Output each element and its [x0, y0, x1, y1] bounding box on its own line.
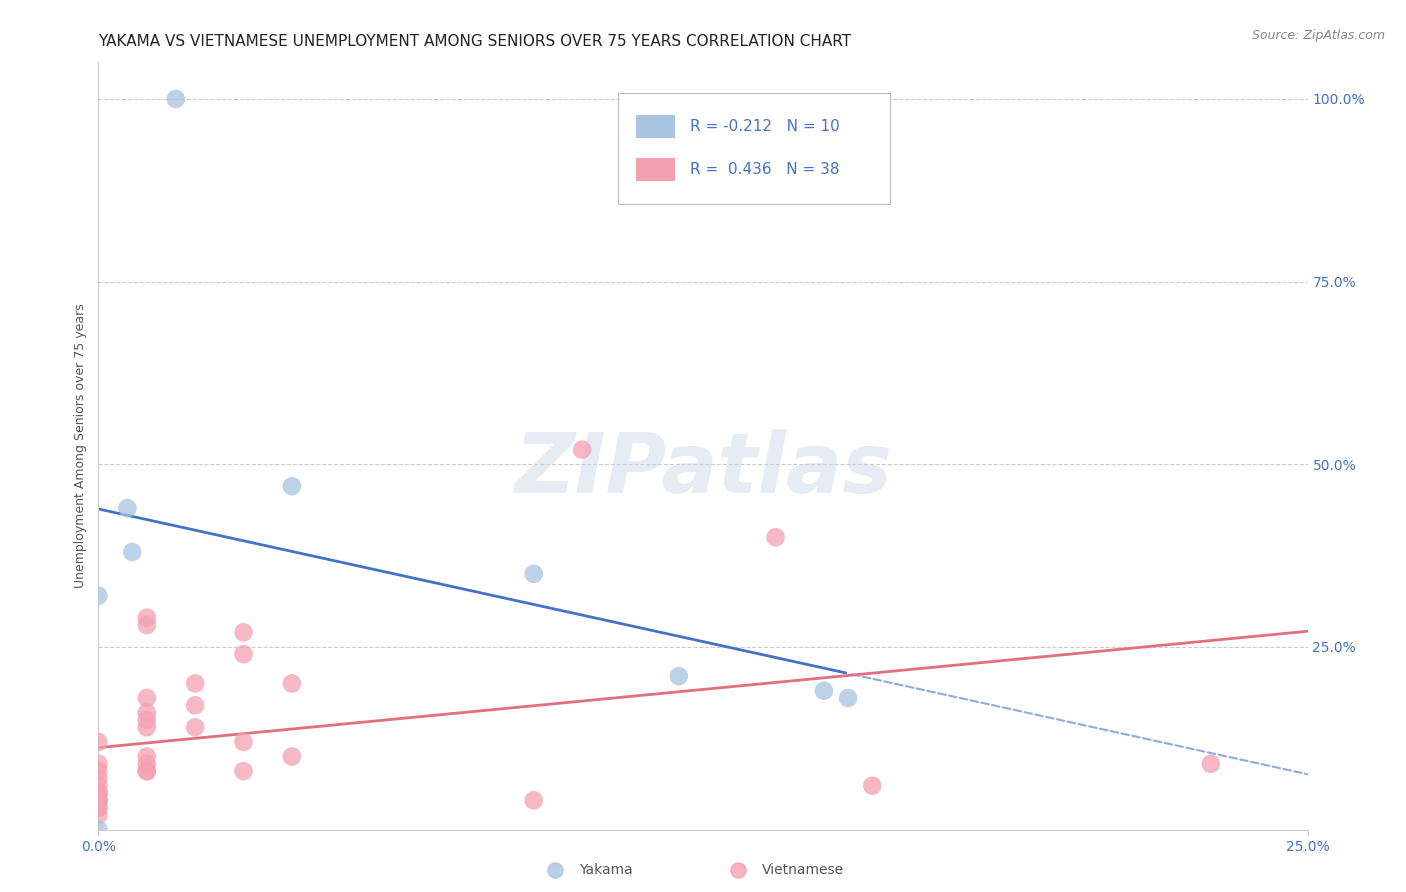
Point — [281, 479, 304, 493]
Point — [813, 683, 835, 698]
Point — [184, 720, 207, 734]
Point — [281, 676, 304, 690]
Point — [571, 442, 593, 457]
Point — [135, 610, 157, 624]
Point — [87, 793, 110, 807]
Point — [135, 764, 157, 778]
Text: YAKAMA VS VIETNAMESE UNEMPLOYMENT AMONG SENIORS OVER 75 YEARS CORRELATION CHART: YAKAMA VS VIETNAMESE UNEMPLOYMENT AMONG … — [98, 34, 852, 49]
Text: Yakama: Yakama — [579, 863, 633, 877]
Point — [135, 618, 157, 632]
Point — [135, 713, 157, 727]
Point — [87, 589, 110, 603]
Point — [87, 772, 110, 786]
Point — [184, 698, 207, 713]
Point — [232, 647, 254, 661]
Point — [1199, 756, 1222, 771]
Point — [87, 793, 110, 807]
Text: ZIPatlas: ZIPatlas — [515, 428, 891, 509]
Point — [87, 786, 110, 800]
Point — [765, 530, 787, 544]
Point — [87, 800, 110, 814]
Text: R =  0.436   N = 38: R = 0.436 N = 38 — [690, 162, 839, 178]
Point — [87, 786, 110, 800]
Point — [87, 764, 110, 778]
FancyBboxPatch shape — [637, 158, 675, 181]
Point — [135, 720, 157, 734]
Point — [523, 566, 546, 581]
Point — [135, 691, 157, 706]
Point — [87, 779, 110, 793]
Point — [135, 706, 157, 720]
Point — [232, 764, 254, 778]
Point — [860, 779, 883, 793]
Text: Vietnamese: Vietnamese — [762, 863, 844, 877]
Point — [87, 756, 110, 771]
Point — [87, 735, 110, 749]
Point — [281, 749, 304, 764]
Point — [232, 625, 254, 640]
Point — [121, 545, 143, 559]
Point — [232, 735, 254, 749]
Point — [135, 756, 157, 771]
Text: R = -0.212   N = 10: R = -0.212 N = 10 — [690, 119, 839, 134]
Point — [87, 808, 110, 822]
Point — [117, 501, 139, 516]
Point — [837, 691, 859, 706]
Y-axis label: Unemployment Among Seniors over 75 years: Unemployment Among Seniors over 75 years — [75, 303, 87, 589]
Point — [87, 822, 110, 837]
FancyBboxPatch shape — [619, 93, 890, 204]
FancyBboxPatch shape — [637, 114, 675, 137]
Point — [87, 793, 110, 807]
Point — [184, 676, 207, 690]
Text: Source: ZipAtlas.com: Source: ZipAtlas.com — [1251, 29, 1385, 43]
Point — [87, 786, 110, 800]
Point — [87, 800, 110, 814]
Point — [668, 669, 690, 683]
Point — [135, 749, 157, 764]
Point — [165, 92, 187, 106]
Point — [135, 764, 157, 778]
Point — [523, 793, 546, 807]
